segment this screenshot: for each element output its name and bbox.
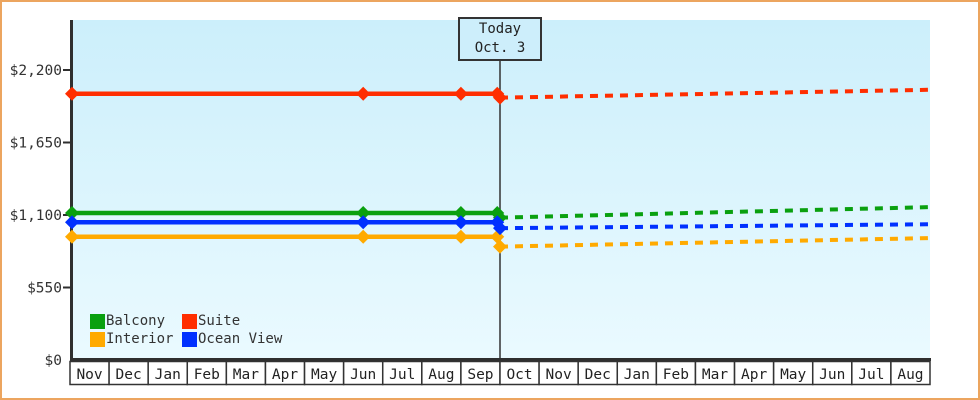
y-tick	[63, 214, 70, 216]
y-tick	[63, 286, 70, 289]
month-cell	[890, 360, 931, 386]
legend-label-balcony: Balcony	[106, 313, 166, 329]
legend-item-ocean-view: Ocean View	[182, 331, 282, 347]
today-label: Today	[478, 21, 522, 37]
month-label: May	[311, 367, 337, 383]
month-label: Oct	[506, 367, 532, 383]
y-tick	[63, 69, 70, 71]
legend-item-interior: Interior	[90, 331, 182, 347]
month-label: Nov	[76, 367, 102, 383]
month-label: Jun	[819, 367, 845, 383]
data-point-marker	[356, 229, 371, 244]
month-label: Aug	[428, 367, 454, 383]
y-tick	[63, 141, 70, 144]
month-label: Jul	[858, 367, 884, 383]
legend-label-suite: Suite	[198, 313, 241, 329]
data-point-marker	[493, 221, 507, 236]
y-axis-label: $550	[27, 281, 62, 297]
month-label: Mar	[702, 367, 728, 383]
series-forecast-balcony	[499, 205, 931, 220]
legend: Balcony Suite Interior Ocean View	[90, 313, 282, 347]
series-forecast-interior	[499, 236, 931, 249]
legend-swatch-balcony	[90, 313, 105, 329]
legend-label-ocean-view: Ocean View	[198, 331, 283, 347]
data-point-marker	[356, 86, 371, 101]
legend-swatch-ocean-view	[182, 331, 197, 347]
plot-background	[73, 20, 930, 358]
month-label: Apr	[741, 367, 767, 383]
month-label: Feb	[663, 367, 689, 383]
y-axis-label: $1,650	[10, 136, 62, 152]
data-point-marker	[453, 206, 468, 221]
data-point-marker	[453, 86, 468, 101]
month-label: Jan	[624, 367, 650, 383]
legend-item-suite: Suite	[182, 313, 282, 329]
month-label: Aug	[897, 367, 923, 383]
legend-swatch-interior	[90, 331, 105, 347]
y-axis-label: $1,100	[10, 208, 62, 224]
data-point-marker	[65, 86, 79, 101]
data-point-marker	[65, 215, 79, 230]
series-forecast-ocean-view	[499, 222, 931, 231]
month-label: Nov	[546, 367, 572, 383]
legend-swatch-suite	[182, 313, 197, 329]
y-axis-label: $0	[45, 353, 62, 369]
month-label: Jan	[155, 367, 181, 383]
data-point-marker	[65, 206, 79, 221]
month-label: Dec	[585, 367, 611, 383]
month-label: Apr	[272, 367, 298, 383]
x-axis	[70, 358, 931, 361]
month-label: Jul	[389, 367, 415, 383]
series-forecast-suite	[499, 87, 931, 100]
y-axis-label: $2,200	[10, 63, 62, 79]
data-point-marker	[453, 215, 468, 230]
month-label: Mar	[233, 367, 259, 383]
data-point-marker	[65, 229, 79, 244]
today-annotation-box: Today Oct. 3	[458, 17, 542, 61]
month-label: Feb	[194, 367, 220, 383]
data-point-marker	[493, 239, 507, 254]
data-point-marker	[356, 206, 371, 221]
today-date: Oct. 3	[474, 40, 526, 56]
month-label: May	[780, 367, 806, 383]
data-point-marker	[493, 90, 507, 105]
month-label: Dec	[116, 367, 142, 383]
y-axis	[70, 20, 73, 360]
data-point-marker	[453, 229, 468, 244]
month-label: Sep	[467, 367, 493, 383]
legend-label-interior: Interior	[106, 331, 174, 347]
data-point-marker	[356, 215, 371, 230]
month-label: Jun	[350, 367, 376, 383]
legend-item-balcony: Balcony	[90, 313, 182, 329]
